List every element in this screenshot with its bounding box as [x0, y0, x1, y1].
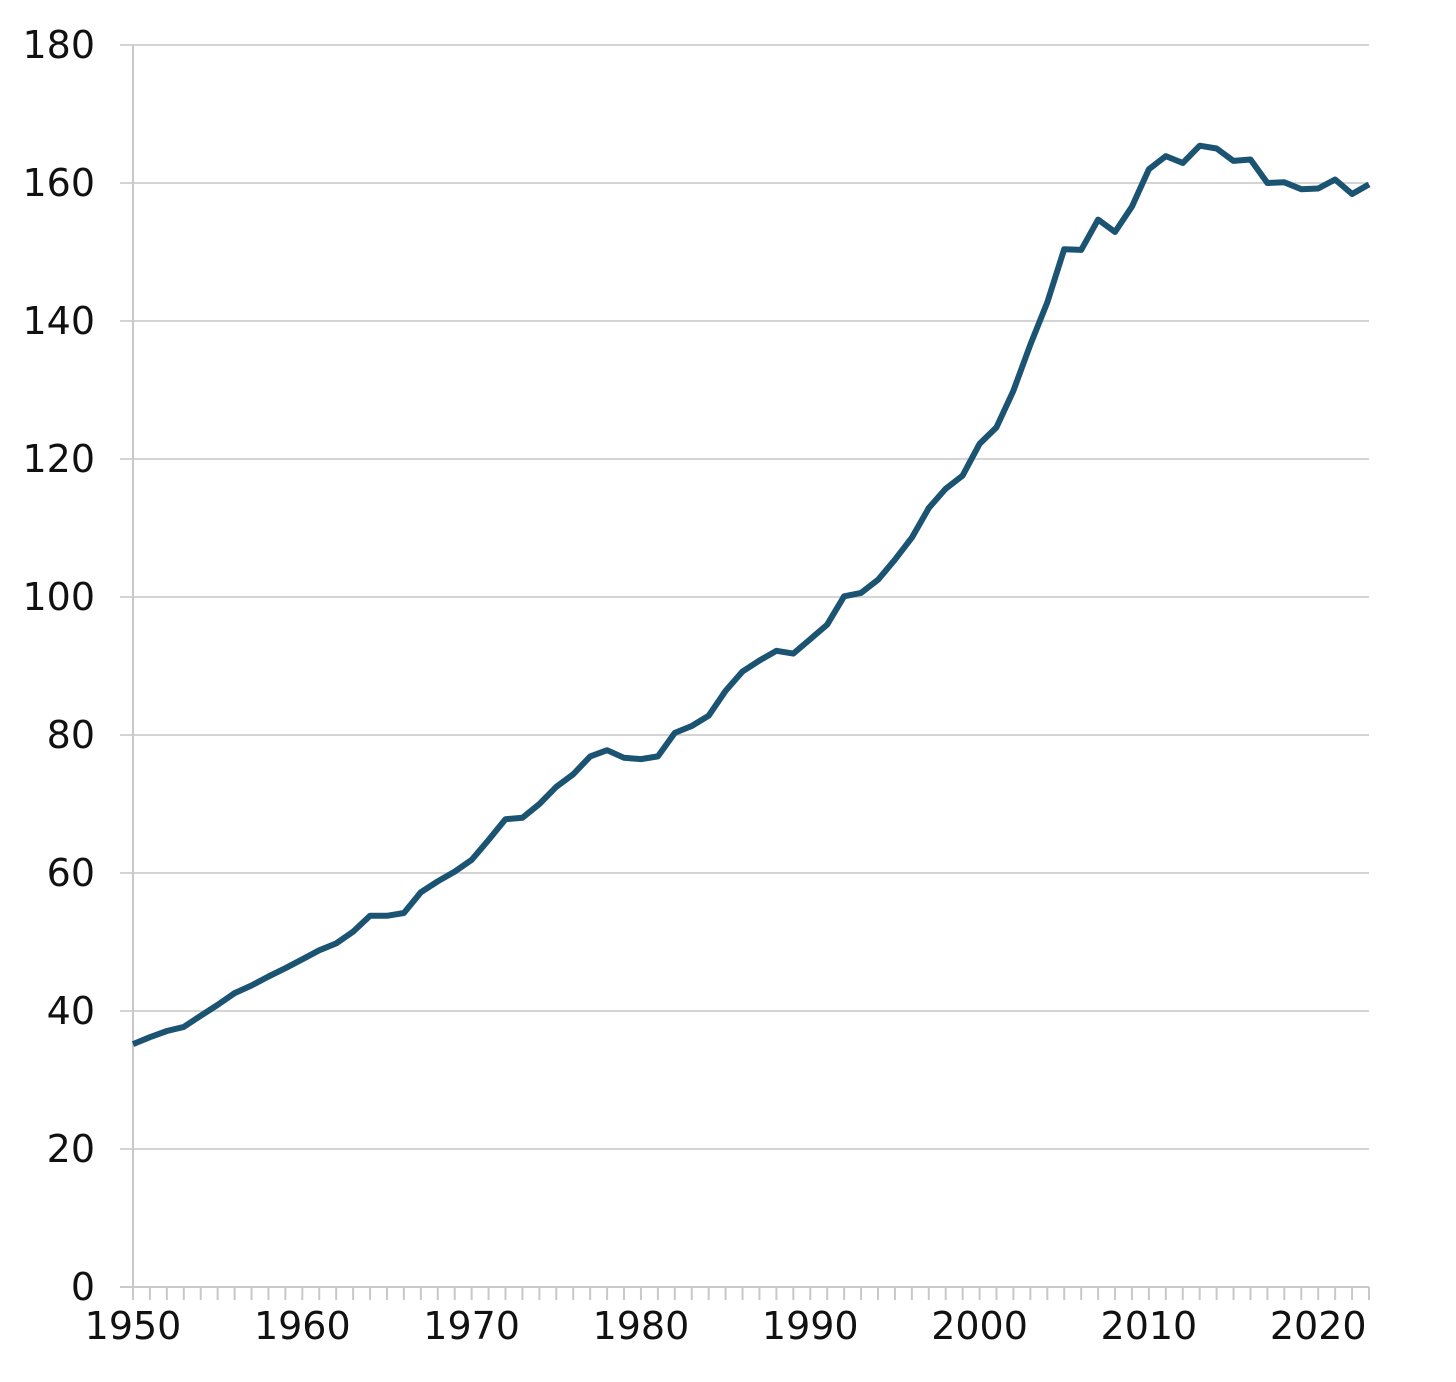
x-tick-label: 2010 — [1101, 1304, 1198, 1348]
y-tick-label: 20 — [47, 1127, 95, 1171]
x-tick-label: 1960 — [254, 1304, 351, 1348]
series-line-0 — [131, 142, 1371, 1047]
y-tick-label: 140 — [22, 299, 95, 343]
y-tick-label: 0 — [71, 1265, 95, 1309]
series-layer — [131, 142, 1371, 1047]
x-tick-label: 2020 — [1270, 1304, 1367, 1348]
y-tick-label: 80 — [47, 713, 95, 757]
y-tick-label: 180 — [22, 23, 95, 67]
y-tick-label: 60 — [47, 851, 95, 895]
y-tick-label: 160 — [22, 161, 95, 205]
x-tick-label: 2000 — [931, 1304, 1028, 1348]
x-tick-label: 1970 — [423, 1304, 520, 1348]
y-tick-label: 100 — [22, 575, 95, 619]
y-tick-labels: 0 20 40 60 80 100 120 140 160 180 — [22, 23, 95, 1309]
x-tick-label: 1990 — [762, 1304, 859, 1348]
x-tick-label: 1980 — [593, 1304, 690, 1348]
y-tick-label: 120 — [22, 437, 95, 481]
grid-lines — [120, 44, 1369, 1150]
y-tick-label: 40 — [47, 989, 95, 1033]
x-tick-label: 1950 — [85, 1304, 182, 1348]
x-tick-labels: 1950 1960 1970 1980 1990 2000 2010 2020 — [85, 1304, 1367, 1348]
axes — [120, 45, 1370, 1300]
